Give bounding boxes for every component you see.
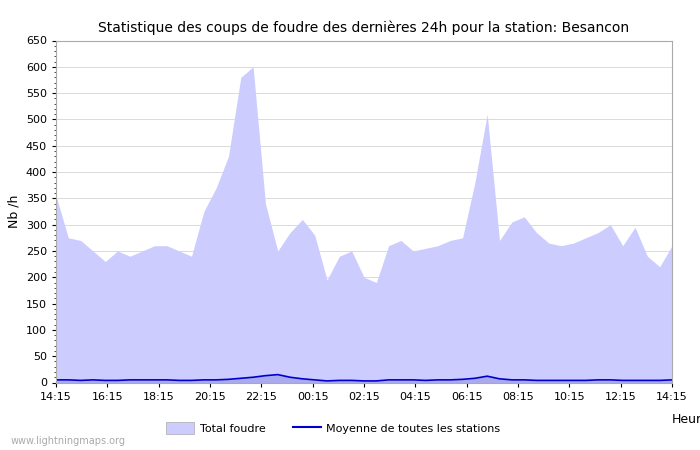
Text: Heure: Heure (672, 413, 700, 426)
Y-axis label: Nb /h: Nb /h (7, 195, 20, 228)
Text: www.lightningmaps.org: www.lightningmaps.org (10, 436, 125, 446)
Title: Statistique des coups de foudre des dernières 24h pour la station: Besancon: Statistique des coups de foudre des dern… (99, 21, 629, 35)
